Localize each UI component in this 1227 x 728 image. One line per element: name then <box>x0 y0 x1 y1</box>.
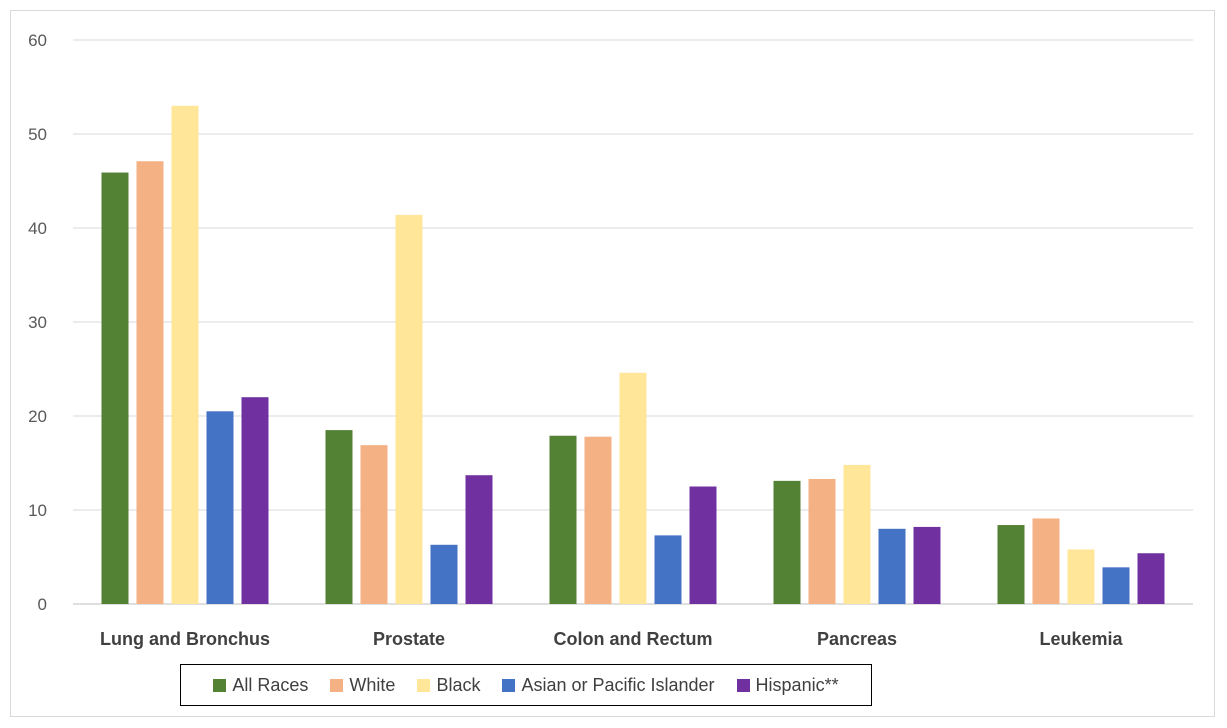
x-category-label: Colon and Rectum <box>553 629 712 649</box>
legend-label: Black <box>436 674 481 695</box>
bar <box>1137 553 1165 604</box>
y-tick-label: 20 <box>28 407 47 426</box>
legend-label: All Races <box>232 674 309 695</box>
bar <box>171 105 199 605</box>
bar <box>773 480 801 604</box>
legend-swatch <box>330 678 344 692</box>
bar <box>584 436 612 604</box>
legend-item: All Races <box>213 675 308 696</box>
y-tick-label: 30 <box>28 313 47 332</box>
y-tick-label: 40 <box>28 219 47 238</box>
bar <box>878 528 906 604</box>
bar <box>654 535 682 604</box>
bar <box>206 411 234 604</box>
bar <box>997 525 1025 604</box>
bar <box>1032 518 1060 604</box>
legend-label: White <box>349 674 396 695</box>
bar <box>430 544 458 604</box>
bar <box>360 445 388 604</box>
y-tick-label: 50 <box>28 125 47 144</box>
x-axis-categories: Lung and Bronchus Prostate Colon and Rectu… <box>100 629 1124 649</box>
y-tick-label: 10 <box>28 501 47 520</box>
bar <box>1102 567 1130 604</box>
x-category-label: Lung and Bronchus <box>100 629 270 649</box>
legend-swatch <box>417 678 431 692</box>
y-axis-ticks: 0 10 20 30 40 50 60 <box>28 31 47 614</box>
bars <box>101 105 1165 605</box>
legend-item: Black <box>417 675 480 696</box>
legend: All Races White Black Asian or Pacific Isla… <box>180 664 872 706</box>
y-tick-label: 60 <box>28 31 47 50</box>
bar <box>395 214 423 604</box>
bar <box>241 397 269 604</box>
y-tick-label: 0 <box>38 595 47 614</box>
legend-swatch <box>736 678 750 692</box>
legend-label: Asian or Pacific Islander <box>521 674 715 695</box>
bar <box>689 486 717 604</box>
legend-item: White <box>330 675 395 696</box>
bar <box>619 372 647 604</box>
legend-swatch <box>213 678 227 692</box>
bar <box>136 161 164 604</box>
bar <box>325 430 353 604</box>
legend-item: Asian or Pacific Islander <box>502 674 715 696</box>
bar <box>843 464 871 604</box>
legend-label: Hispanic** <box>755 674 839 695</box>
legend-swatch <box>502 678 516 692</box>
bar <box>913 526 941 604</box>
legend-item: Hispanic** <box>736 674 839 696</box>
x-category-label: Prostate <box>373 629 445 649</box>
bar <box>465 475 493 604</box>
x-category-label: Leukemia <box>1039 629 1123 649</box>
x-category-label: Pancreas <box>817 629 897 649</box>
bar <box>101 172 129 605</box>
bar <box>1067 549 1095 604</box>
bar <box>549 435 577 604</box>
bar <box>808 478 836 604</box>
